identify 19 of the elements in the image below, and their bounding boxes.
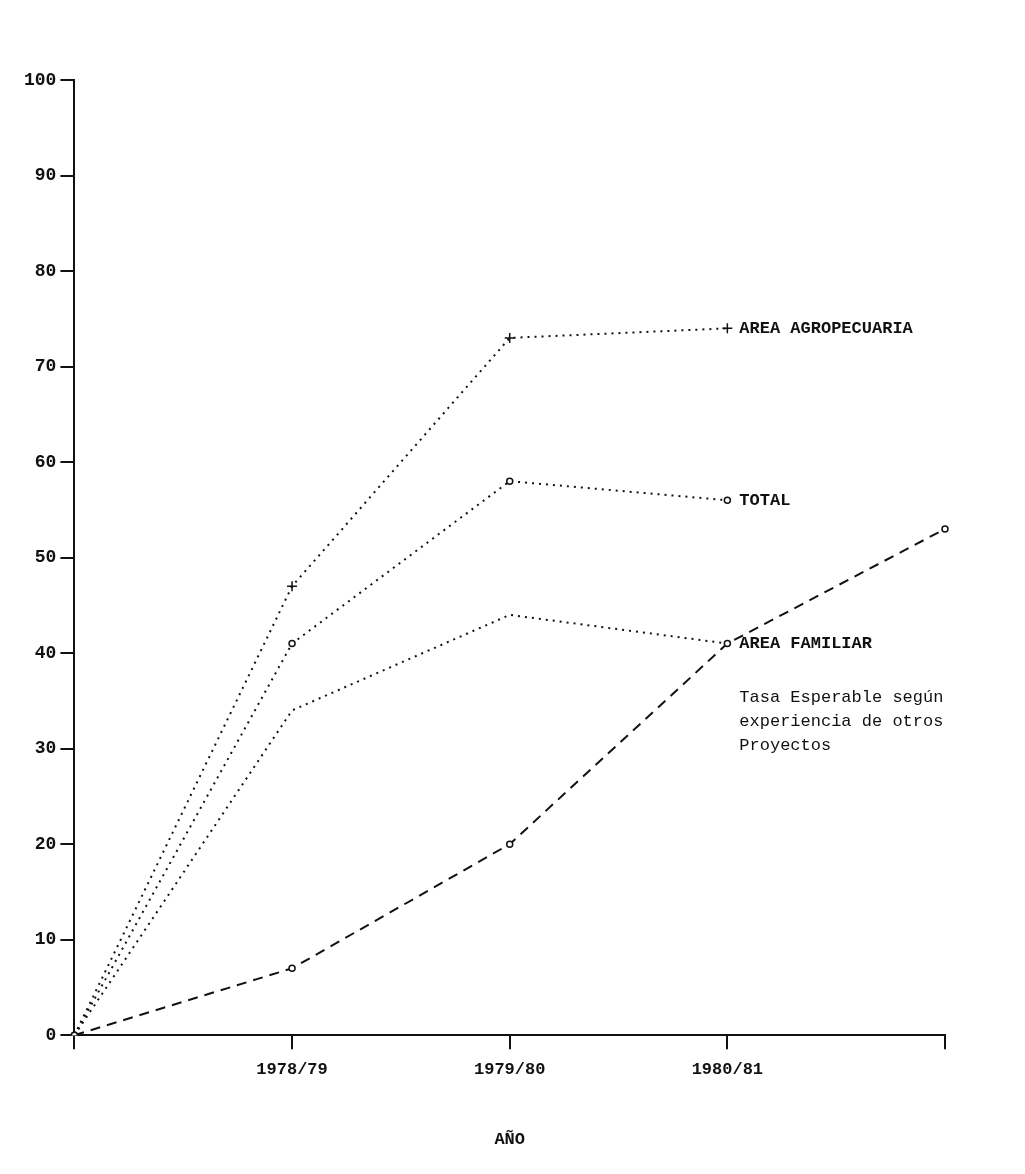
x-tick-label: 1978/79 [256, 1059, 328, 1079]
y-tick-label: 10 [34, 929, 57, 950]
y-tick-label: 70 [34, 356, 57, 377]
y-tick-label: 60 [34, 451, 57, 472]
series-label: AREA AGROPECUARIA [739, 318, 914, 338]
series-label: AREA FAMILIAR [739, 633, 873, 653]
x-axis-title: AÑO [494, 1129, 526, 1150]
x-tick-label: 1980/81 [691, 1059, 764, 1079]
y-tick-label: 0 [45, 1024, 57, 1045]
y-tick-label: 100 [24, 69, 57, 90]
text: Tasa Esperable según experiencia de otros Proyectos [739, 687, 944, 755]
x-tick-label: 1979/80 [473, 1059, 546, 1079]
y-tick-label: 50 [34, 547, 57, 568]
y-tick-label: 30 [34, 738, 57, 759]
y-tick-label: 20 [34, 833, 57, 854]
y-tick-label: 80 [34, 260, 57, 281]
y-tick-label: 90 [34, 165, 57, 186]
series-label: TOTAL [739, 490, 791, 510]
y-tick-label: 40 [34, 642, 57, 663]
